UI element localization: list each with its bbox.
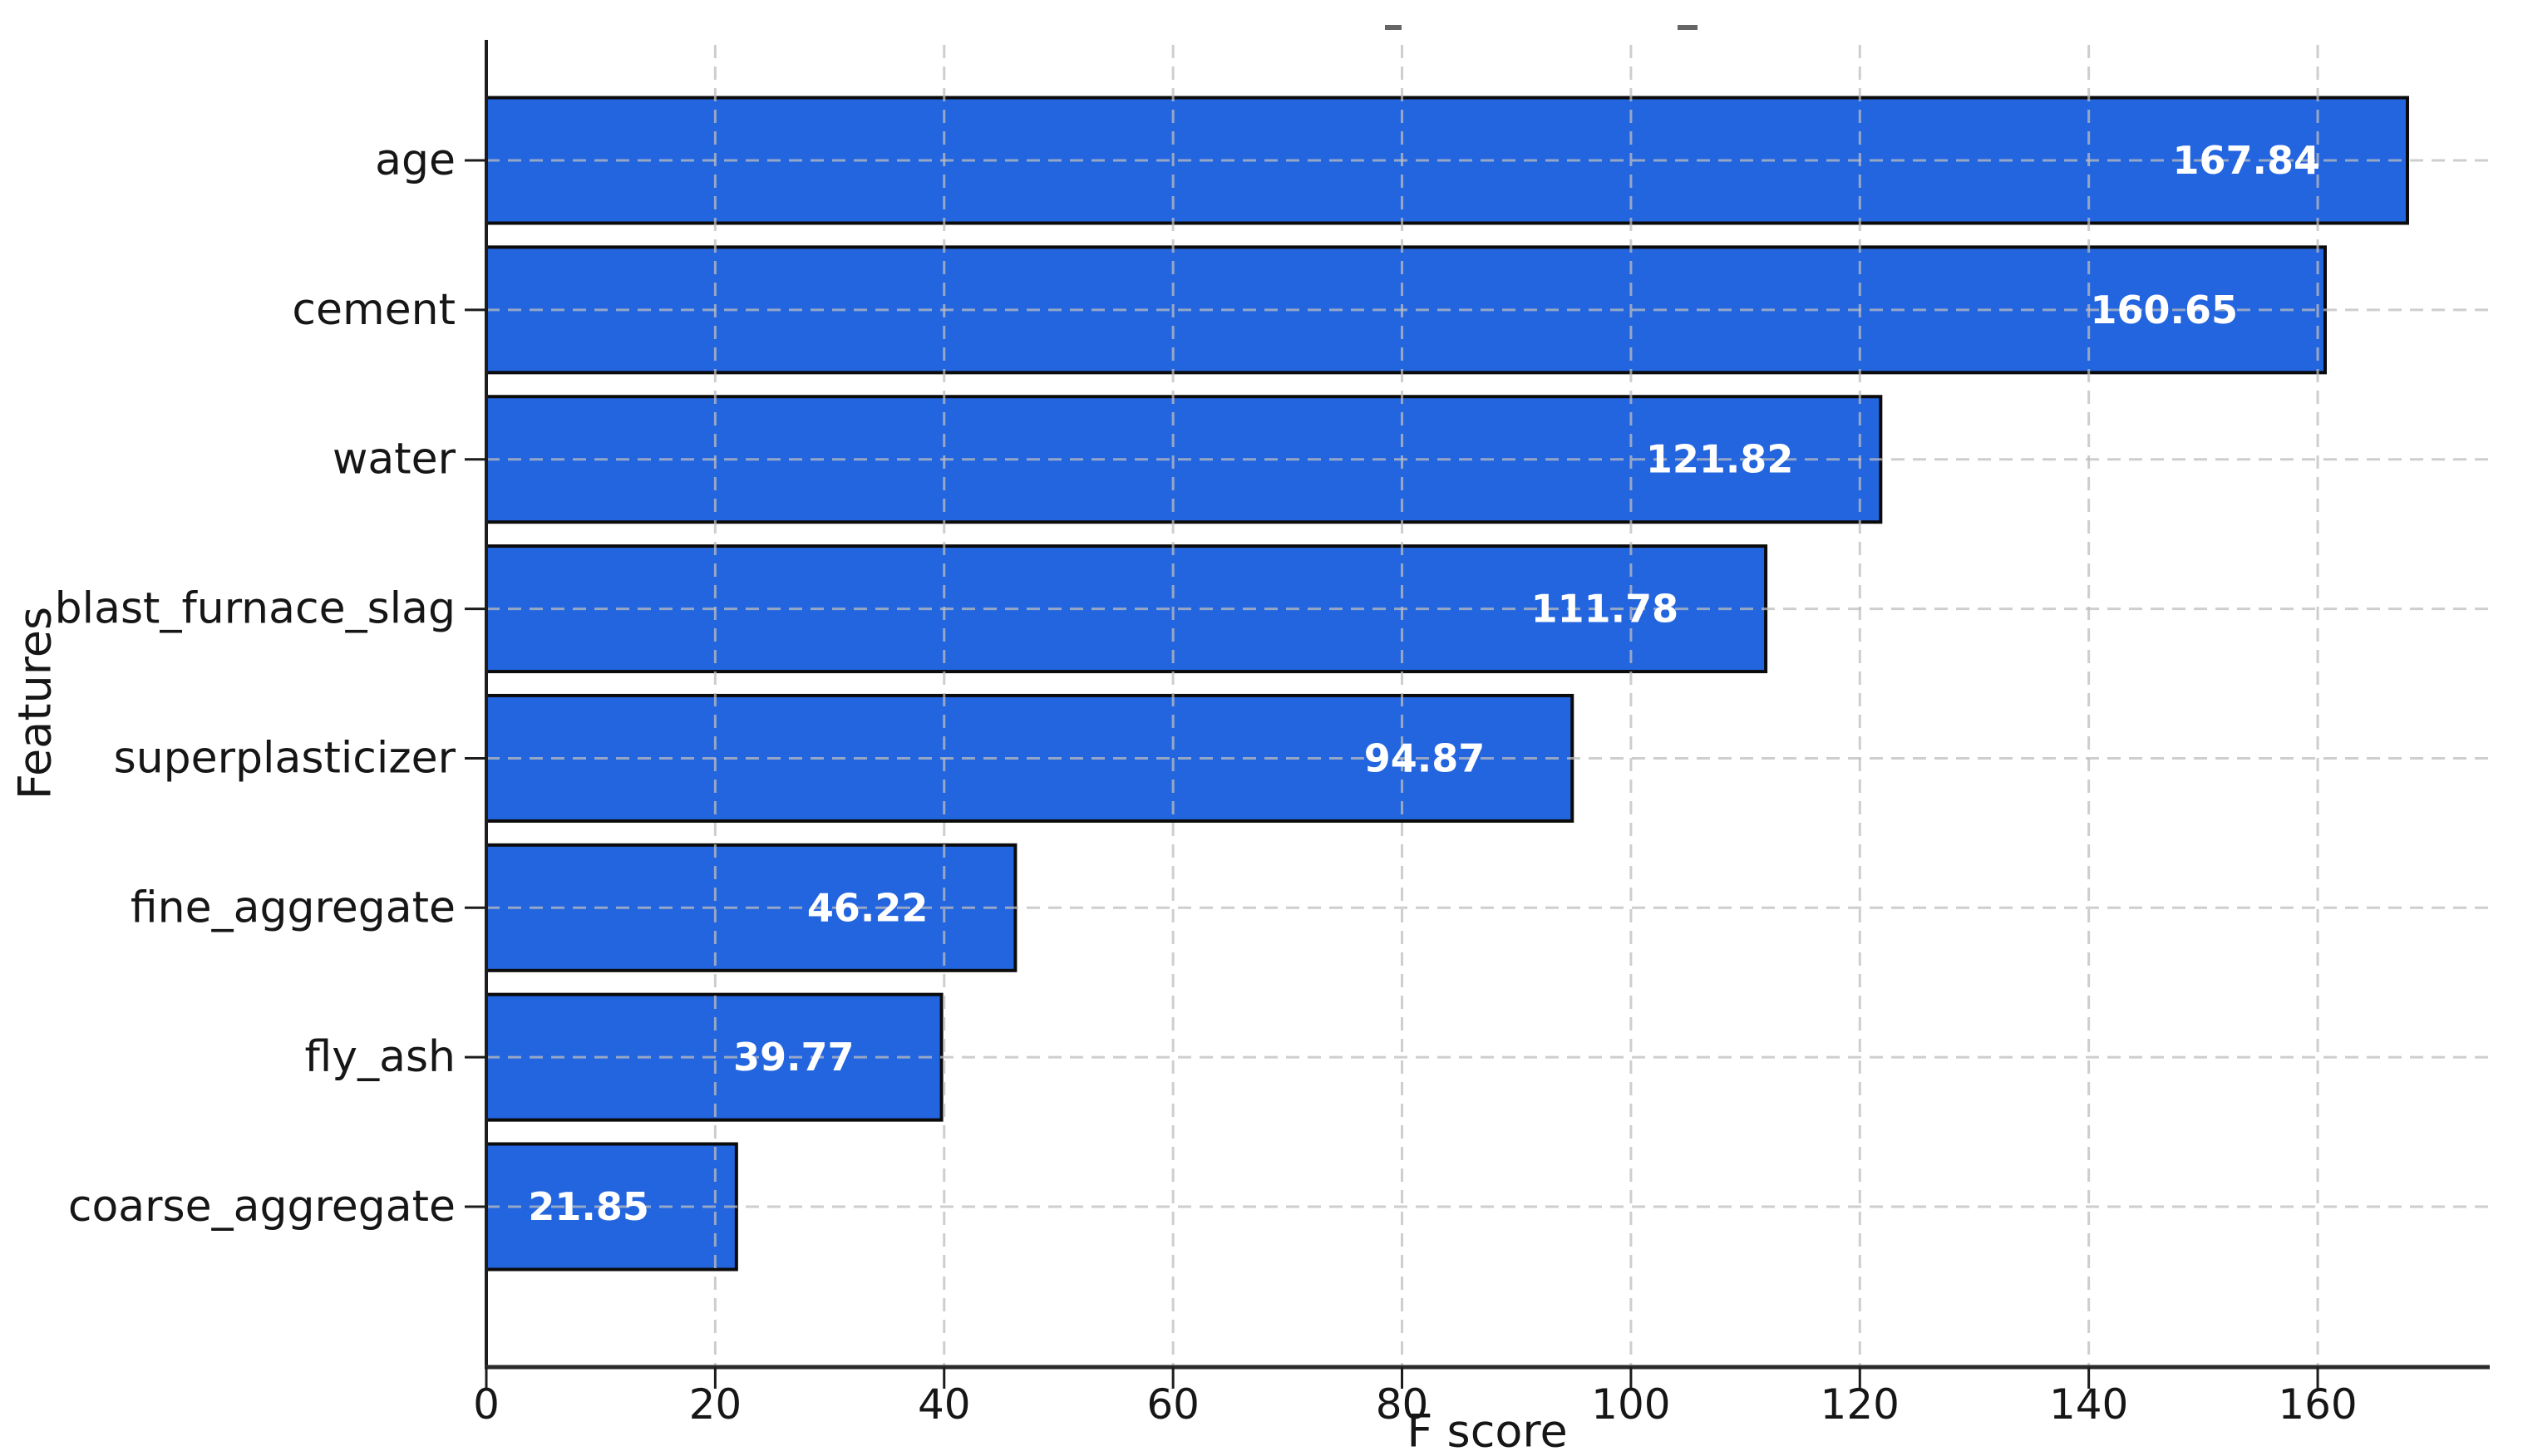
x-tick-label-120: 120 [1821,1380,1900,1429]
y-tick-label-coarse_aggregate: coarse_aggregate [68,1182,456,1232]
bar-value-label-coarse_aggregate: 21.85 [528,1184,649,1229]
cropped-title-remnant-1 [1385,25,1402,30]
y-tick-label-cement: cement [292,285,456,335]
bar-value-label-fine_aggregate: 46.22 [807,885,929,930]
y-tick-label-fine_aggregate: fine_aggregate [131,883,456,932]
y-tick-label-superplasticizer: superplasticizer [114,733,456,783]
x-tick-label-80: 80 [1376,1380,1429,1429]
y-tick-label-water: water [333,435,456,485]
x-tick-label-140: 140 [2049,1380,2128,1429]
y-tick-label-age: age [375,135,456,185]
bar-value-label-age: 167.84 [2172,138,2320,183]
bar-value-label-cement: 160.65 [2090,288,2238,332]
x-tick-label-60: 60 [1146,1380,1200,1429]
x-tick-label-160: 160 [2278,1380,2357,1429]
y-tick-label-blast_furnace_slag: blast_furnace_slag [55,584,456,634]
cropped-title-remnant-2 [1678,25,1698,30]
bar-value-label-blast_furnace_slag: 111.78 [1531,587,1679,632]
x-tick-label-100: 100 [1591,1380,1670,1429]
y-tick-label-fly_ash: fly_ash [305,1032,456,1082]
bar-value-label-fly_ash: 39.77 [733,1035,855,1080]
bar-value-label-superplasticizer: 94.87 [1364,735,1486,780]
y-axis-title: Features [8,606,62,800]
bar-value-label-water: 121.82 [1646,437,1794,482]
x-axis-title: F score [1407,1404,1568,1456]
x-tick-label-40: 40 [918,1380,971,1429]
x-tick-label-20: 20 [689,1380,742,1429]
x-tick-label-0: 0 [473,1380,500,1429]
